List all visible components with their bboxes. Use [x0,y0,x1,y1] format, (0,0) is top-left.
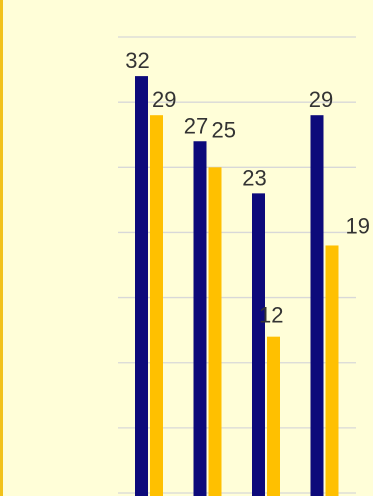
data-label-series2-2: 25 [212,117,236,142]
bar-series1-1 [135,76,148,496]
bar-series1-2 [193,141,207,496]
bar-series1-3 [252,193,265,496]
data-label-series1-1: 32 [125,48,149,73]
data-label-series2-1: 29 [152,87,176,112]
data-label-series2-4: 19 [346,213,370,238]
bar-series2-3 [267,336,280,496]
bar-series2-4 [325,245,339,496]
data-label-series1-3: 23 [242,165,266,190]
data-label-series1-4: 29 [309,87,333,112]
data-label-series1-2: 27 [184,113,208,138]
data-labels: 32 27 23 29 29 25 12 19 [125,48,370,328]
bar-series2-2 [208,167,222,496]
data-label-series2-3: 12 [259,303,283,328]
bars [135,76,339,496]
bar-series2-1 [150,115,163,496]
bar-series1-4 [310,115,324,496]
